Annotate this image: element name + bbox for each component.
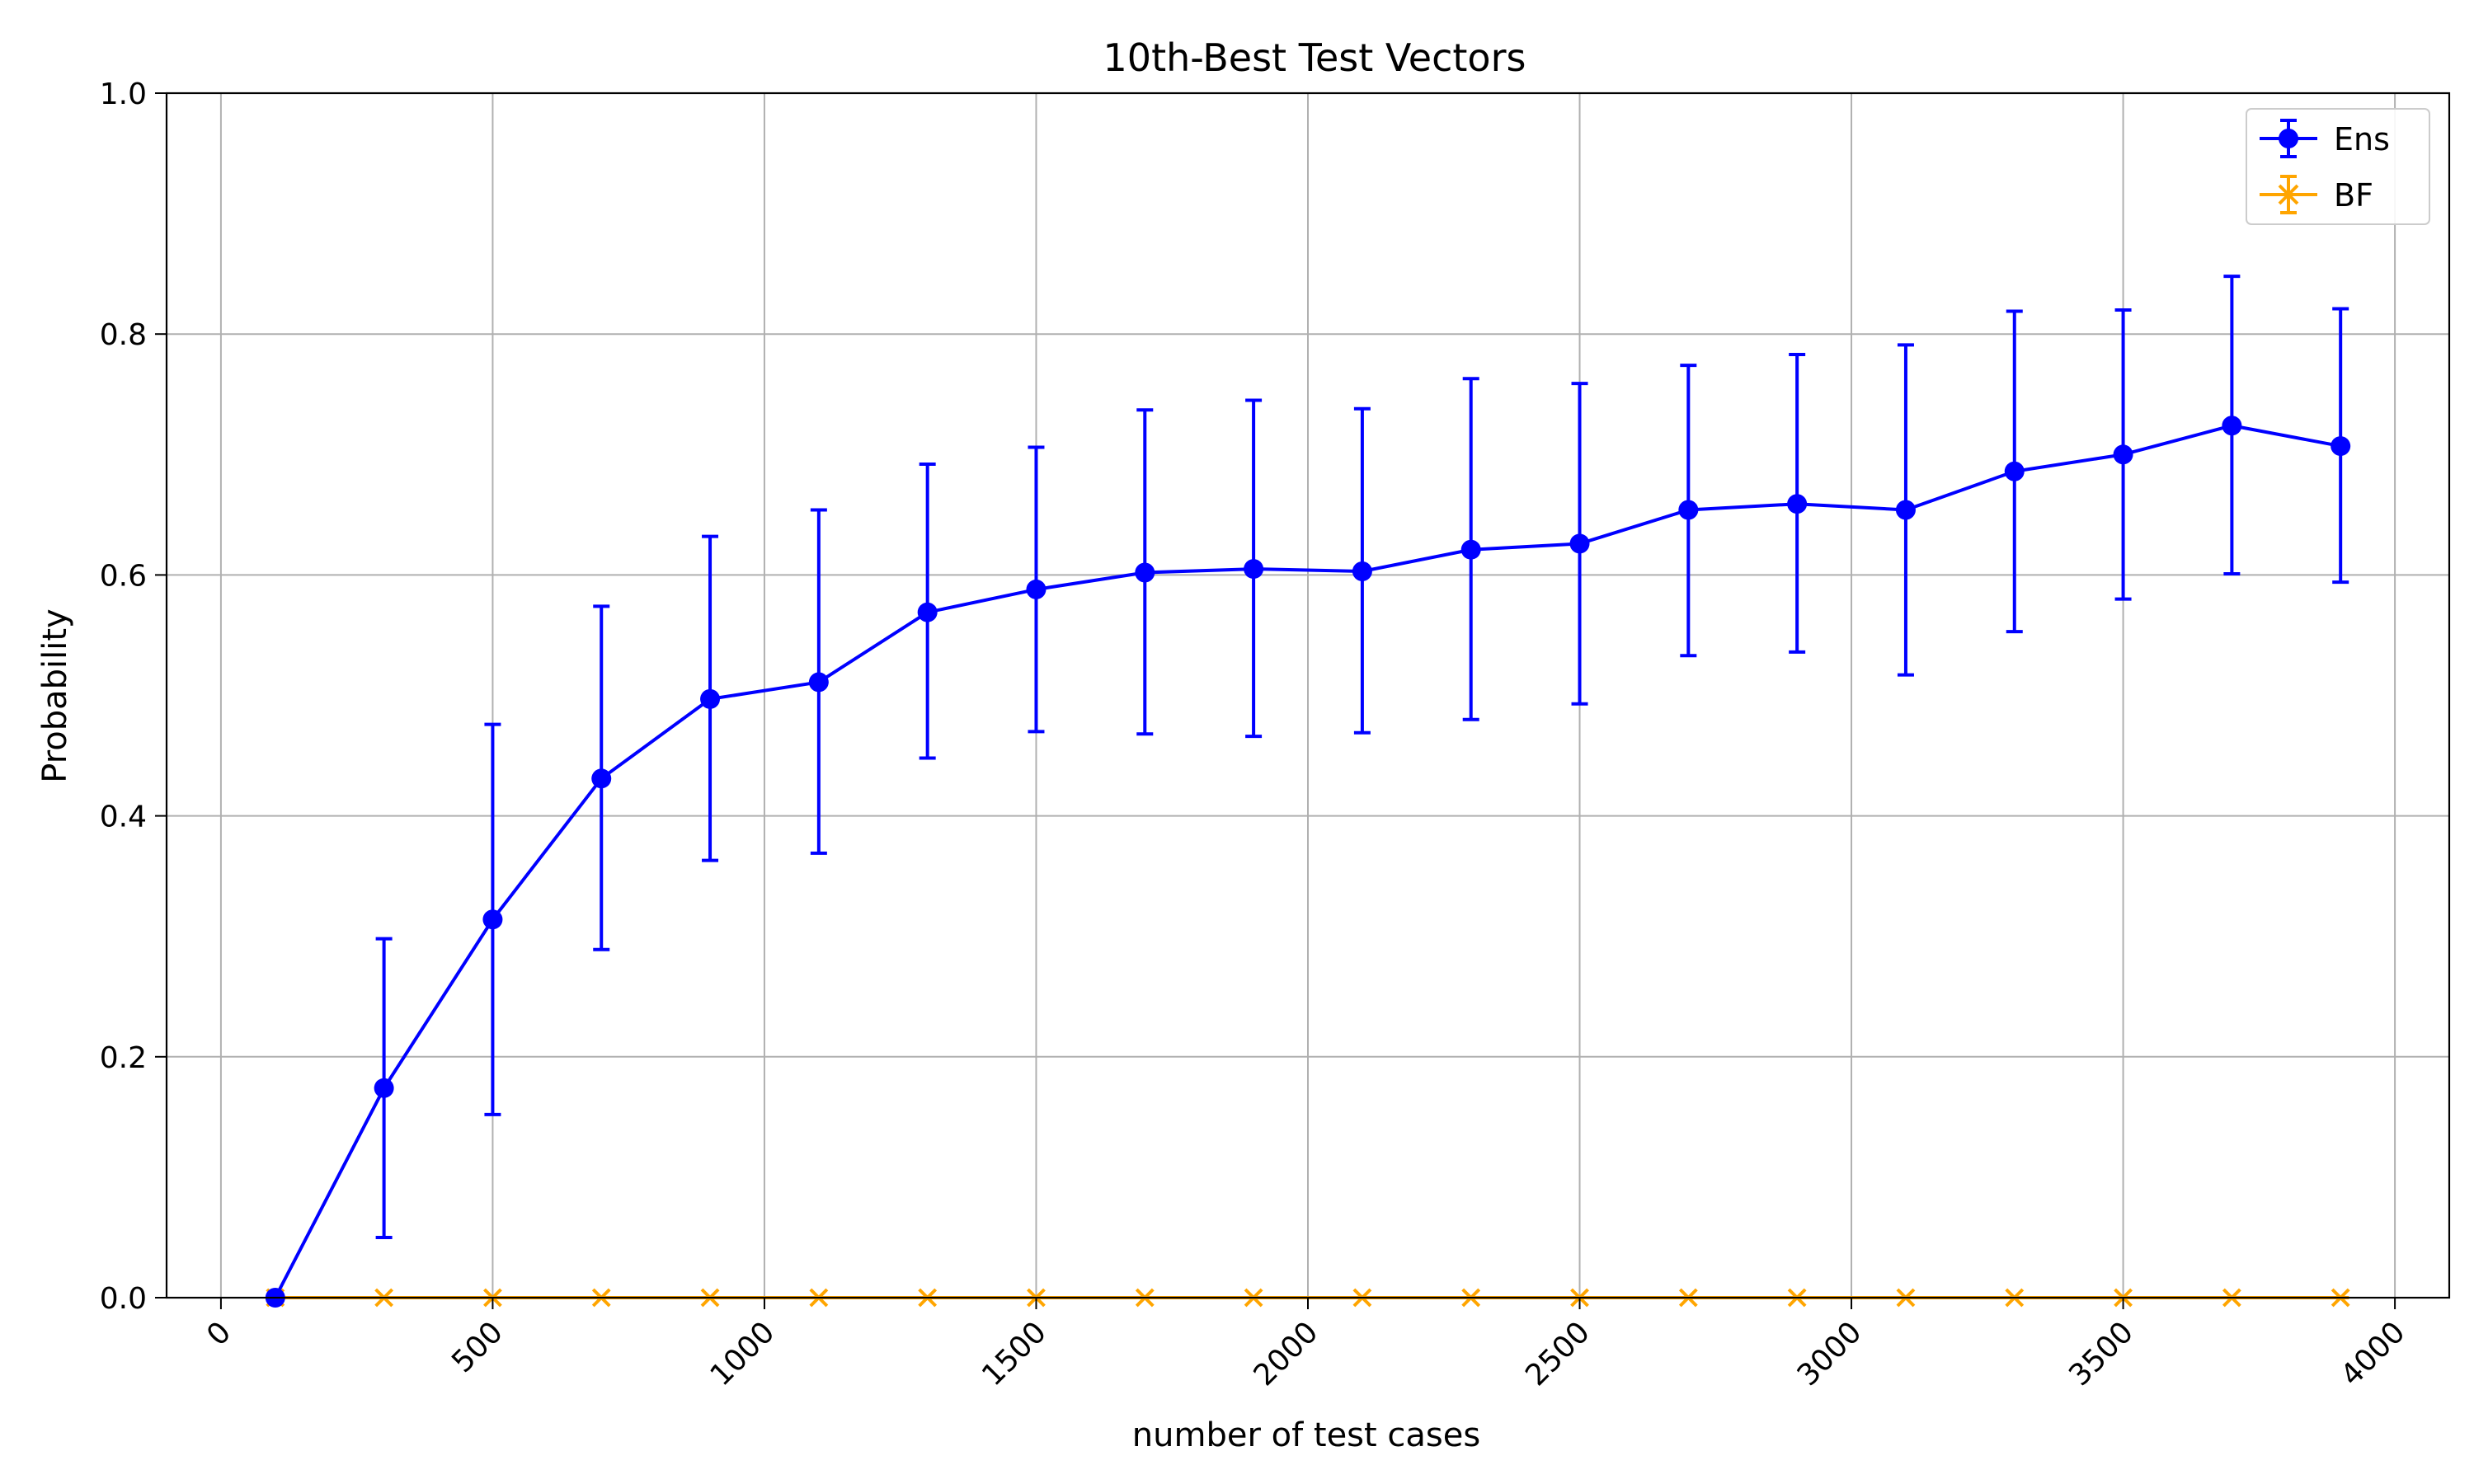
ens-point: [2113, 444, 2133, 465]
ens-point: [1569, 533, 1590, 554]
ens-point: [591, 768, 612, 789]
ens-point: [374, 1078, 394, 1098]
y-tick-label: 0.8: [100, 318, 147, 352]
legend-bf-swatch: [2260, 175, 2317, 214]
ens-point: [2331, 436, 2351, 457]
ens-point: [700, 688, 721, 709]
legend-label-bf: BF: [2334, 177, 2373, 214]
ens-point: [808, 672, 829, 693]
y-tick-label: 0.0: [100, 1282, 147, 1316]
ens-point: [1678, 500, 1699, 520]
ens-point: [1135, 562, 1155, 583]
y-tick-label: 0.2: [100, 1041, 147, 1075]
ens-point: [1026, 579, 1047, 599]
y-tick-label: 1.0: [100, 77, 147, 111]
chart-title: 10th-Best Test Vectors: [1103, 35, 1526, 80]
ens-point: [917, 602, 938, 622]
ens-point: [482, 909, 503, 930]
legend-ens-swatch: [2260, 119, 2317, 158]
ens-point: [1460, 539, 1481, 560]
x-axis-label: number of test cases: [1132, 1416, 1480, 1454]
legend-label-ens: Ens: [2334, 121, 2390, 157]
ens-point: [1352, 561, 1372, 582]
y-axis-label: Probability: [36, 608, 74, 782]
ens-point: [1787, 494, 1808, 514]
ens-point: [2222, 416, 2242, 436]
legend: Ens BF: [2246, 108, 2430, 225]
series-ens: [265, 275, 2351, 1308]
ens-point: [1895, 500, 1916, 520]
ens-point: [2004, 461, 2025, 481]
y-tick-label: 0.6: [100, 559, 147, 593]
ens-line: [274, 424, 2341, 1298]
y-tick-label: 0.4: [100, 801, 147, 834]
ens-point: [1244, 559, 1264, 580]
